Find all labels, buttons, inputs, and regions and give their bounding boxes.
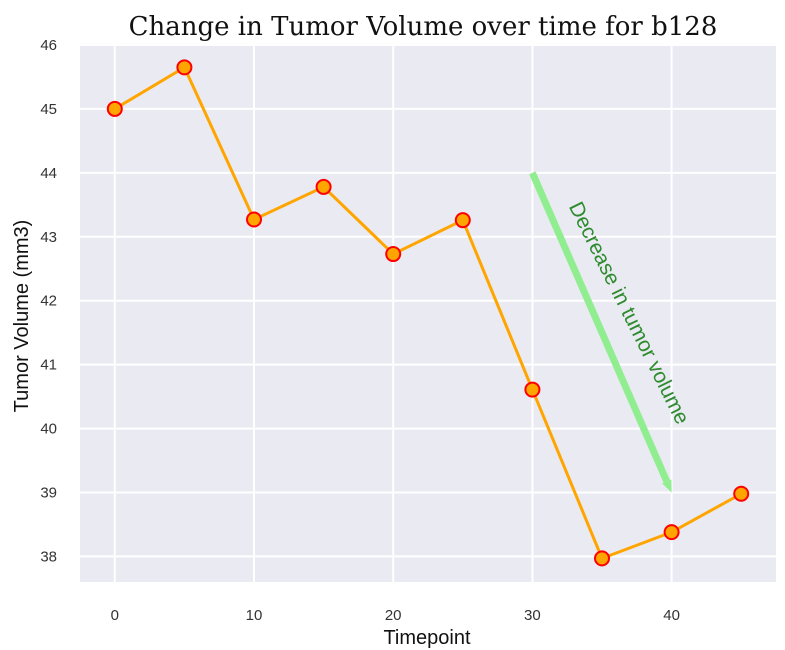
x-tick-label: 40 xyxy=(663,607,680,624)
x-axis-ticks: 0 10 20 30 40 xyxy=(111,607,680,624)
annotation-arrow xyxy=(529,171,671,483)
data-point xyxy=(315,178,332,195)
y-tick-label: 40 xyxy=(40,421,57,438)
data-point xyxy=(176,59,193,76)
data-point xyxy=(246,211,262,228)
x-tick-label: 10 xyxy=(246,607,263,624)
data-point xyxy=(454,212,471,229)
y-tick-label: 46 xyxy=(40,37,57,54)
data-point xyxy=(663,524,680,541)
y-axis-ticks: 38 39 40 41 42 43 44 45 46 xyxy=(40,37,57,565)
y-tick-label: 41 xyxy=(40,357,57,374)
y-tick-label: 39 xyxy=(40,485,57,502)
y-tick-label: 42 xyxy=(40,293,57,310)
data-point xyxy=(385,246,402,263)
annotation-arrowhead xyxy=(662,479,672,493)
data-point xyxy=(106,100,123,117)
series-line xyxy=(114,65,742,561)
x-tick-label: 0 xyxy=(111,607,119,624)
x-axis-label: Timepoint xyxy=(383,627,471,649)
data-point xyxy=(524,381,541,398)
x-tick-label: 20 xyxy=(385,607,402,624)
y-tick-label: 38 xyxy=(40,548,57,565)
data-point xyxy=(594,550,610,567)
x-tick-label: 30 xyxy=(524,607,541,624)
data-series xyxy=(106,59,750,567)
chart-title: Change in Tumor Volume over time for b12… xyxy=(129,12,718,42)
y-tick-label: 43 xyxy=(40,229,57,246)
y-tick-label: 45 xyxy=(40,101,57,118)
y-axis-label: Tumor Volume (mm3) xyxy=(11,220,33,413)
data-point xyxy=(733,485,750,502)
y-tick-label: 44 xyxy=(40,165,57,182)
